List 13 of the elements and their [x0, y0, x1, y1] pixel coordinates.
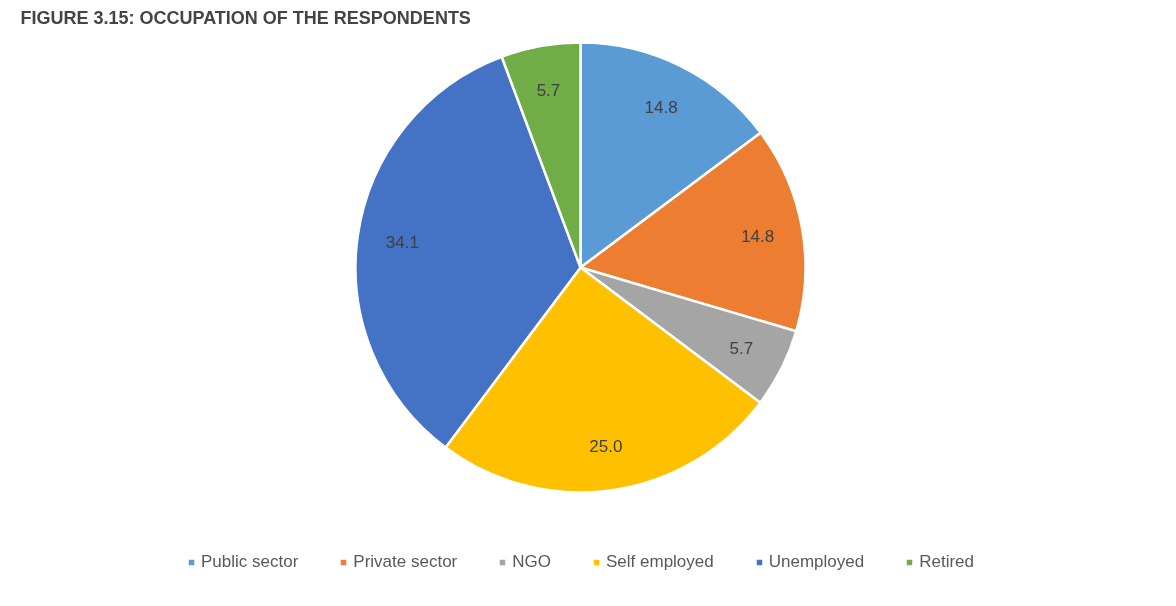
legend-label: Self employed [606, 552, 714, 572]
legend-label: Private sector [353, 552, 458, 572]
data-label: 14.8 [741, 226, 775, 246]
legend-label: Retired [919, 552, 974, 572]
legend-label: Public sector [201, 552, 299, 572]
data-label: 5.7 [536, 81, 561, 101]
legend-label: NGO [512, 552, 551, 572]
chart-title: FIGURE 3.15: OCCUPATION OF THE RESPONDENTS [20, 7, 471, 28]
data-label: 34.1 [385, 232, 419, 252]
data-label: 14.8 [644, 97, 678, 117]
legend-label: Unemployed [768, 552, 865, 572]
data-label: 5.7 [729, 339, 754, 359]
data-label: 25.0 [589, 436, 623, 456]
